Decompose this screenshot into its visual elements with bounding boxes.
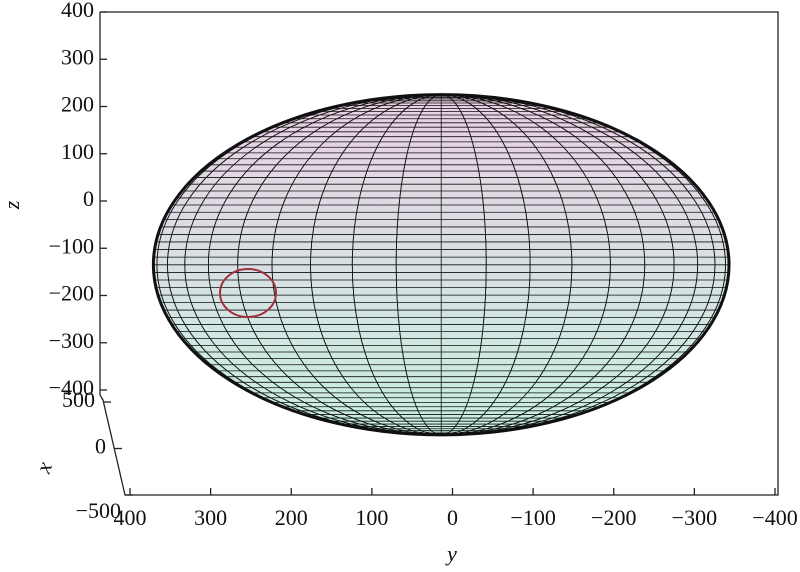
z-tick-label: 100 bbox=[61, 139, 94, 164]
y-tick-label: −400 bbox=[752, 505, 797, 530]
y-tick-label: 200 bbox=[275, 505, 308, 530]
x-tick-label: −500 bbox=[76, 498, 121, 523]
highlight-circle bbox=[219, 268, 277, 318]
y-axis-label: y bbox=[445, 541, 457, 566]
y-tick-label: 400 bbox=[114, 505, 147, 530]
y-tick-label: 300 bbox=[194, 505, 227, 530]
y-tick-label: 0 bbox=[447, 505, 458, 530]
z-tick-label: −200 bbox=[49, 281, 94, 306]
y-tick-label: −300 bbox=[672, 505, 717, 530]
y-tick-label: −100 bbox=[510, 505, 555, 530]
z-tick-label: 0 bbox=[83, 186, 94, 211]
x-axis-label: x bbox=[30, 458, 57, 477]
z-tick-label: 400 bbox=[61, 0, 94, 22]
z-tick-label: 200 bbox=[61, 92, 94, 117]
z-tick-label: −400 bbox=[49, 375, 94, 400]
x-tick-label: 500 bbox=[62, 387, 95, 412]
x-tick-label: 0 bbox=[95, 434, 106, 459]
z-tick-label: −300 bbox=[49, 328, 94, 353]
surface bbox=[151, 93, 731, 437]
y-tick-label: 100 bbox=[355, 505, 388, 530]
y-tick-label: −200 bbox=[591, 505, 636, 530]
z-axis-label: z bbox=[0, 200, 24, 210]
z-tick-label: −100 bbox=[49, 233, 94, 258]
z-tick-label: 300 bbox=[61, 44, 94, 69]
